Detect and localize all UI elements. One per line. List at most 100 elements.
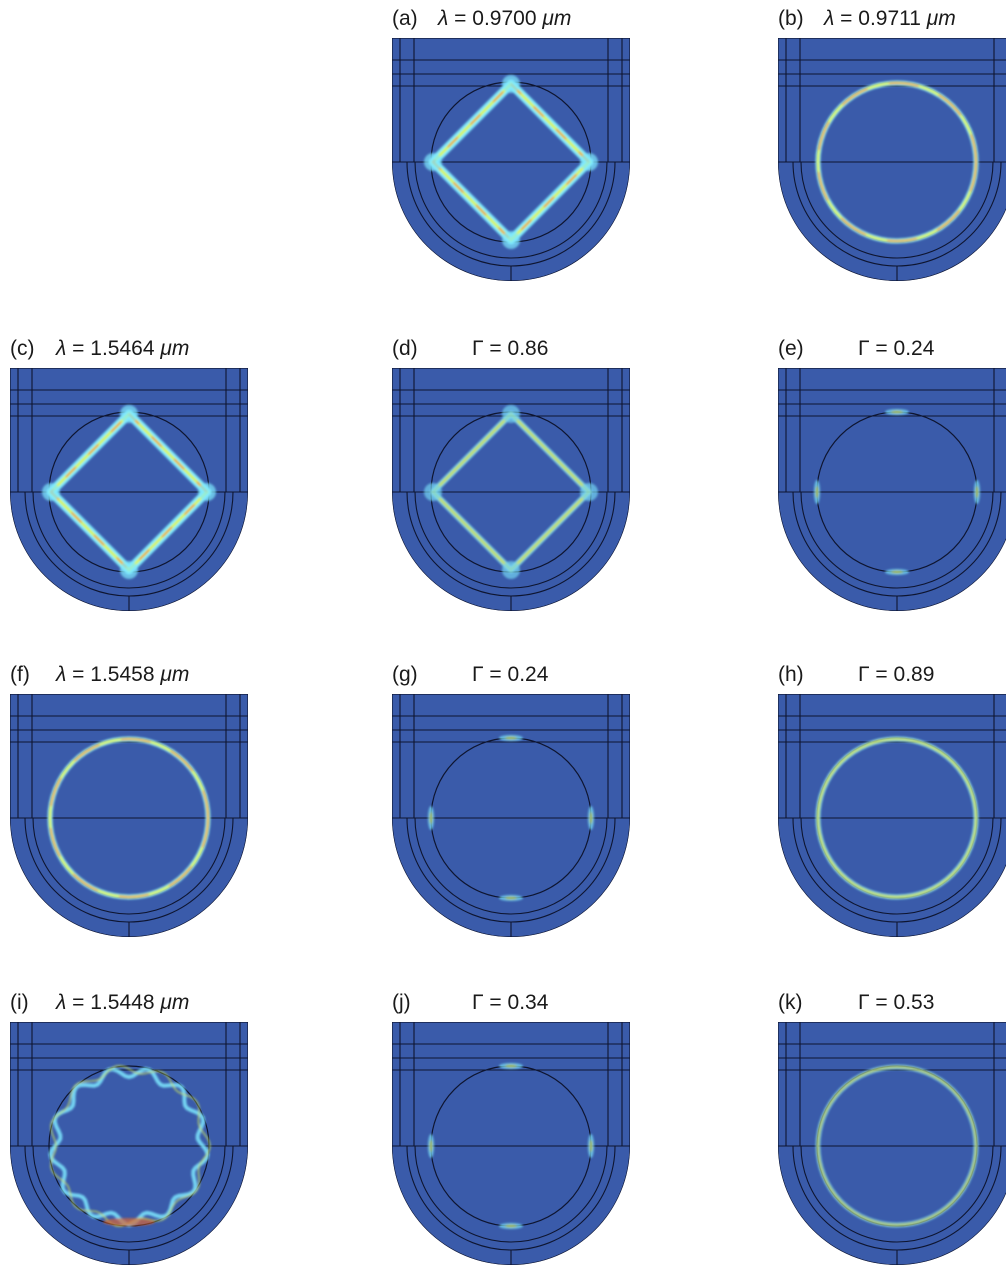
panel-k: (k) Γ = 0.53	[778, 988, 1006, 1288]
gap-arc	[792, 817, 1002, 923]
field-map	[10, 368, 248, 611]
field-map	[778, 1022, 1006, 1265]
device-body	[778, 38, 1006, 281]
wavelength-symbol: λ	[56, 663, 67, 686]
gap-arc	[406, 491, 616, 597]
gap-arc	[800, 161, 994, 259]
panel-b: (b) λ = 0.9711 μm	[778, 4, 1006, 304]
field-pattern	[815, 1064, 979, 1228]
wavelength-symbol: λ	[56, 337, 67, 360]
panel-label: (k) Γ = 0.53	[778, 988, 1006, 1018]
panel-letter: (k)	[778, 991, 803, 1014]
panel-e: (e) Γ = 0.24	[778, 334, 1006, 634]
field-pattern	[48, 1064, 211, 1228]
device-body	[392, 1022, 630, 1265]
device-body	[778, 694, 1006, 937]
panel-c: (c) λ = 1.5464 μm	[10, 334, 250, 634]
confinement-symbol: Γ	[858, 991, 870, 1014]
confinement-symbol: Γ	[858, 663, 870, 686]
panel-letter: (a)	[392, 7, 418, 30]
panel-label: (a) λ = 0.9700 μm	[392, 4, 632, 34]
wavelength-symbol: λ	[56, 991, 67, 1014]
device-body	[392, 368, 630, 611]
gap-arc	[32, 491, 226, 589]
field-map	[392, 368, 630, 611]
gap-arc	[414, 491, 608, 589]
panel-label: (c) λ = 1.5464 μm	[10, 334, 250, 364]
panel-letter: (e)	[778, 337, 804, 360]
panel-d: (d) Γ = 0.86	[392, 334, 632, 634]
panel-letter: (f)	[10, 663, 30, 686]
confinement-symbol: Γ	[472, 663, 484, 686]
panel-caption: λ = 1.5464 μm	[56, 334, 189, 364]
panel-unit: μm	[154, 663, 190, 686]
panel-unit: μm	[920, 7, 956, 30]
panel-label: (g) Γ = 0.24	[392, 660, 632, 690]
panel-letter: (i)	[10, 991, 29, 1014]
panel-value: = 0.34	[483, 991, 549, 1014]
panel-i: (i) λ = 1.5448 μm	[10, 988, 250, 1288]
field-map	[778, 38, 1006, 281]
panel-caption: Γ = 0.34	[472, 988, 548, 1018]
device-body	[10, 368, 248, 611]
gap-arc	[800, 1145, 994, 1243]
panel-value: = 1.5464	[66, 337, 155, 360]
gap-arc	[800, 491, 994, 589]
panel-value: = 0.9711	[834, 7, 921, 30]
gap-arc	[414, 161, 608, 259]
panel-value: = 1.5458	[66, 663, 155, 686]
panel-caption: λ = 0.9711 μm	[824, 4, 956, 34]
field-map	[10, 1022, 248, 1265]
gap-arc	[32, 817, 226, 915]
panel-unit: μm	[154, 337, 190, 360]
field-pattern	[814, 409, 980, 575]
panel-unit: μm	[536, 7, 572, 30]
panel-f: (f) λ = 1.5458 μm	[10, 660, 250, 960]
panel-caption: λ = 0.9700 μm	[438, 4, 571, 34]
gap-arc	[800, 817, 994, 915]
panel-label: (i) λ = 1.5448 μm	[10, 988, 250, 1018]
panel-caption: λ = 1.5448 μm	[56, 988, 189, 1018]
panel-value: = 0.86	[483, 337, 549, 360]
field-pattern	[428, 735, 594, 901]
device-body	[10, 694, 248, 937]
panel-value: = 0.53	[869, 991, 935, 1014]
panel-caption: λ = 1.5458 μm	[56, 660, 189, 690]
field-pattern	[424, 75, 598, 249]
panel-label: (b) λ = 0.9711 μm	[778, 4, 1006, 34]
gap-arc	[414, 1145, 608, 1243]
device-body	[10, 1022, 248, 1265]
panel-j: (j) Γ = 0.34	[392, 988, 632, 1288]
gap-arc	[792, 491, 1002, 597]
panel-caption: Γ = 0.86	[472, 334, 548, 364]
panel-value: = 0.24	[483, 663, 549, 686]
panel-caption: Γ = 0.24	[858, 334, 934, 364]
gap-arc	[406, 817, 616, 923]
field-map	[778, 368, 1006, 611]
field-map	[392, 1022, 630, 1265]
panel-a: (a) λ = 0.9700 μm	[392, 4, 632, 304]
device-body	[392, 38, 630, 281]
gap-arc	[24, 491, 234, 597]
panel-letter: (j)	[392, 991, 411, 1014]
panel-value: = 0.89	[869, 663, 935, 686]
panel-caption: Γ = 0.53	[858, 988, 934, 1018]
field-pattern	[815, 736, 979, 900]
field-map	[392, 38, 630, 281]
wavelength-symbol: λ	[438, 7, 449, 30]
field-pattern	[42, 405, 216, 579]
panel-label: (j) Γ = 0.34	[392, 988, 632, 1018]
wavelength-symbol: λ	[824, 7, 835, 30]
confinement-symbol: Γ	[472, 991, 484, 1014]
field-pattern	[424, 405, 598, 579]
field-pattern	[815, 80, 979, 244]
panel-value: = 0.9700	[448, 7, 537, 30]
panel-letter: (b)	[778, 7, 804, 30]
gap-arc	[24, 1145, 234, 1251]
panel-value: = 1.5448	[66, 991, 155, 1014]
device-body	[778, 368, 1006, 611]
panel-letter: (h)	[778, 663, 804, 686]
panel-letter: (c)	[10, 337, 35, 360]
gap-arc	[406, 161, 616, 267]
